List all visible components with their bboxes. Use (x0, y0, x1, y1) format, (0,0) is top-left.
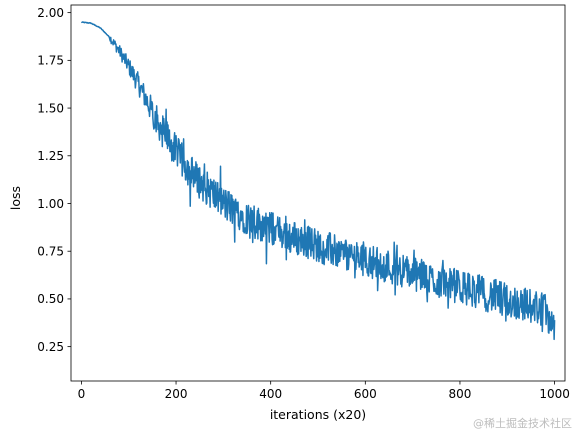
x-tick-label: 600 (354, 387, 377, 401)
x-tick-label: 800 (449, 387, 472, 401)
loss-series-line (80, 21, 556, 341)
x-tick-label: 400 (259, 387, 282, 401)
y-axis-label: loss (8, 186, 23, 210)
watermark-text: @稀土掘金技术社区 (473, 416, 572, 430)
x-axis-label: iterations (x20) (270, 407, 366, 422)
x-tick-label: 1000 (539, 387, 570, 401)
x-axis-ticks: 0 200 400 600 800 1000 (78, 381, 570, 401)
x-tick-label: 0 (78, 387, 86, 401)
y-axis-ticks: 0.25 0.50 0.75 1.00 1.25 1.50 1.75 2.00 (37, 6, 71, 354)
y-tick-label: 0.75 (37, 245, 64, 259)
y-tick-label: 1.25 (37, 149, 64, 163)
y-tick-label: 0.50 (37, 292, 64, 306)
y-tick-label: 2.00 (37, 6, 64, 20)
y-tick-label: 1.00 (37, 197, 64, 211)
axes-frame (70, 4, 566, 382)
y-tick-label: 0.25 (37, 340, 64, 354)
x-tick-label: 200 (165, 387, 188, 401)
y-tick-label: 1.50 (37, 101, 64, 115)
y-tick-label: 1.75 (37, 54, 64, 68)
plot-area (70, 4, 566, 382)
